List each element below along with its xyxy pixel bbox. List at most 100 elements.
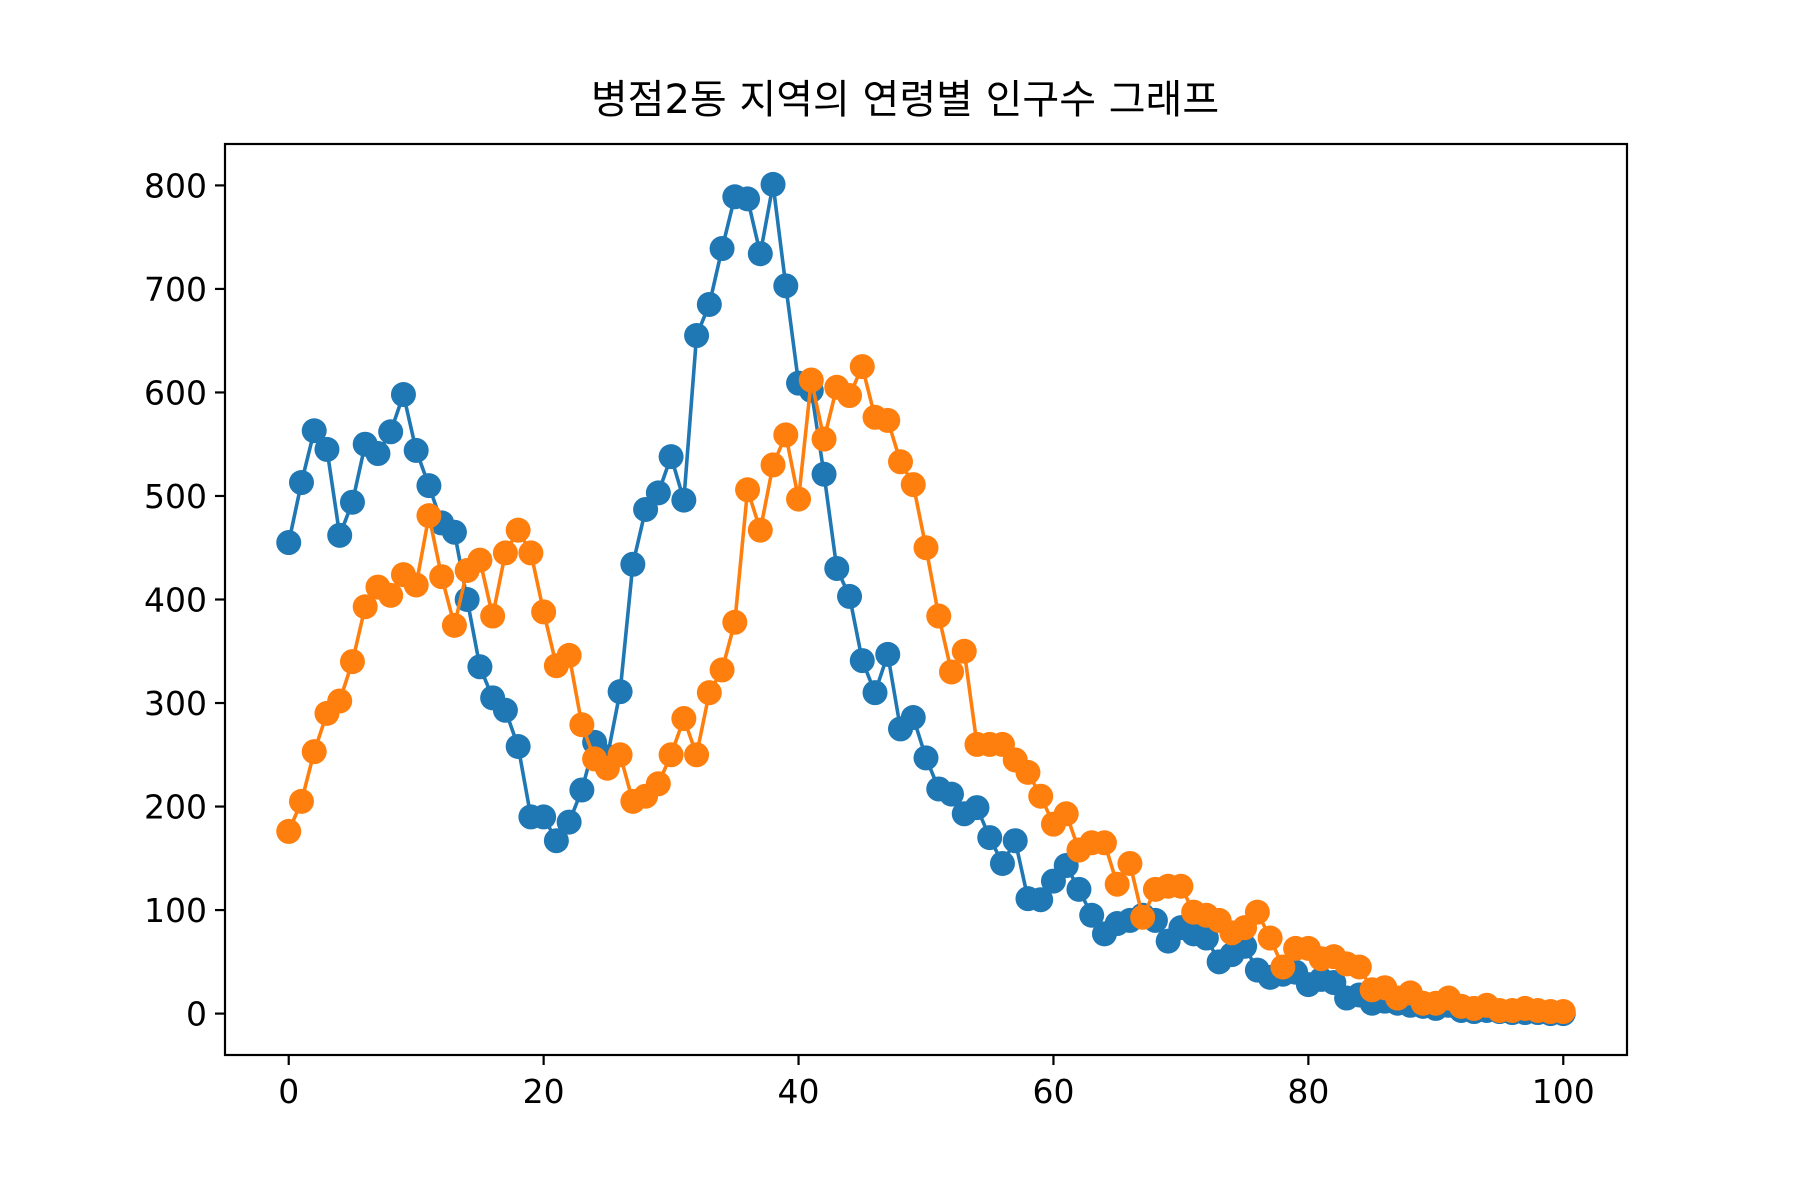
series-0-point-1 (288, 470, 314, 496)
series-0-point-22 (556, 809, 582, 835)
series-0-point-42 (811, 461, 837, 487)
series-0-point-59 (1028, 887, 1054, 913)
series-0-point-32 (684, 323, 710, 349)
series-0-point-47 (875, 641, 901, 667)
series-0-point-54 (964, 795, 990, 821)
series-0-point-11 (416, 473, 442, 499)
series-0-point-13 (441, 519, 467, 545)
series-0-point-31 (671, 487, 697, 513)
series-0-point-17 (492, 697, 518, 723)
series-0-line (286, 182, 1564, 1016)
x-tick-label-1: 20 (523, 1072, 565, 1111)
series-1-point-35 (722, 609, 748, 635)
series-1-point-61 (1053, 801, 1079, 827)
series-1-point-26 (607, 742, 633, 768)
series-1-point-48 (888, 449, 914, 475)
series-1-point-70 (1168, 873, 1194, 899)
series-0-point-5 (339, 489, 365, 515)
series-1-point-67 (1130, 904, 1156, 930)
y-tick-label-7: 700 (144, 270, 207, 309)
series-0-point-26 (607, 679, 633, 705)
series-0-point-34 (709, 236, 735, 262)
series-0-point-49 (900, 705, 926, 731)
series-1-point-10 (403, 572, 429, 598)
x-tick-label-0: 0 (278, 1072, 299, 1111)
series-0-point-38 (760, 171, 786, 197)
series-0-point-36 (735, 186, 761, 212)
series-0-point-72 (1193, 925, 1219, 951)
y-tick-label-8: 800 (144, 166, 207, 205)
series-0-point-15 (467, 654, 493, 680)
series-0-point-0 (276, 530, 302, 556)
series-0-point-7 (365, 441, 391, 467)
series-0-point-43 (824, 555, 850, 581)
series-0-point-8 (378, 419, 404, 445)
series-1-point-22 (556, 642, 582, 668)
series-0-point-45 (849, 648, 875, 674)
series-1-point-32 (684, 742, 710, 768)
series-0-point-62 (1066, 876, 1092, 902)
series-1-point-52 (938, 659, 964, 685)
series-1-point-64 (1091, 830, 1117, 856)
y-tick-label-1: 100 (144, 891, 207, 930)
series-1-point-30 (658, 742, 684, 768)
series-1-point-31 (671, 706, 697, 732)
series-0-point-3 (314, 436, 340, 462)
series-1-point-37 (747, 517, 773, 543)
series-1-point-23 (569, 712, 595, 738)
series-1-point-16 (480, 603, 506, 629)
series-1-point-17 (492, 540, 518, 566)
series-1-point-29 (645, 771, 671, 797)
series-0-point-50 (913, 745, 939, 771)
series-1-point-6 (352, 594, 378, 620)
x-tick-label-2: 40 (778, 1072, 820, 1111)
series-1-point-15 (467, 547, 493, 573)
series-0-point-56 (989, 850, 1015, 876)
series-0-point-23 (569, 777, 595, 803)
series-0-point-39 (773, 273, 799, 299)
series-1-point-51 (926, 603, 952, 629)
series-layer (276, 171, 1576, 1027)
y-tick-label-6: 600 (144, 373, 207, 412)
series-0-point-21 (543, 828, 569, 854)
chart-title: 병점2동 지역의 연령별 인구수 그래프 (591, 77, 1219, 123)
series-1-point-13 (441, 612, 467, 638)
y-tick-label-5: 500 (144, 477, 207, 516)
series-0-point-29 (645, 480, 671, 506)
series-1-point-1 (288, 788, 314, 814)
y-tick-label-0: 0 (186, 995, 207, 1034)
series-1-point-49 (900, 472, 926, 498)
series-0-point-46 (862, 680, 888, 706)
series-1-point-38 (760, 452, 786, 478)
series-0-point-9 (390, 382, 416, 408)
series-1-point-18 (505, 517, 531, 543)
series-1-point-59 (1028, 783, 1054, 809)
series-1-point-0 (276, 818, 302, 844)
series-0-point-18 (505, 734, 531, 759)
series-1-point-76 (1244, 899, 1270, 925)
series-1-point-40 (786, 486, 812, 512)
series-1-point-66 (1117, 850, 1143, 876)
series-1-point-20 (531, 599, 557, 625)
x-tick-label-3: 60 (1032, 1072, 1074, 1111)
series-0-point-27 (620, 551, 646, 577)
series-0-point-4 (327, 522, 353, 548)
series-1-point-50 (913, 535, 939, 561)
series-1-point-39 (773, 422, 799, 448)
series-1-point-34 (709, 657, 735, 683)
series-0-point-57 (1002, 828, 1028, 854)
series-1-point-42 (811, 426, 837, 452)
series-0-point-10 (403, 437, 429, 463)
x-tick-label-4: 80 (1287, 1072, 1329, 1111)
series-1 (276, 354, 1576, 1025)
series-0-point-33 (696, 291, 722, 317)
series-1-point-53 (951, 638, 977, 664)
series-0-point-52 (938, 781, 964, 807)
series-0-point-20 (531, 804, 557, 830)
ticks-layer: 0 20 40 60 80 100 0 100 200 300 400 500 600 700 800 (144, 166, 1595, 1111)
series-1-point-33 (696, 680, 722, 706)
series-1-point-41 (798, 367, 824, 393)
series-1-point-19 (518, 540, 544, 566)
series-1-point-44 (837, 383, 863, 409)
series-0-point-37 (747, 241, 773, 267)
